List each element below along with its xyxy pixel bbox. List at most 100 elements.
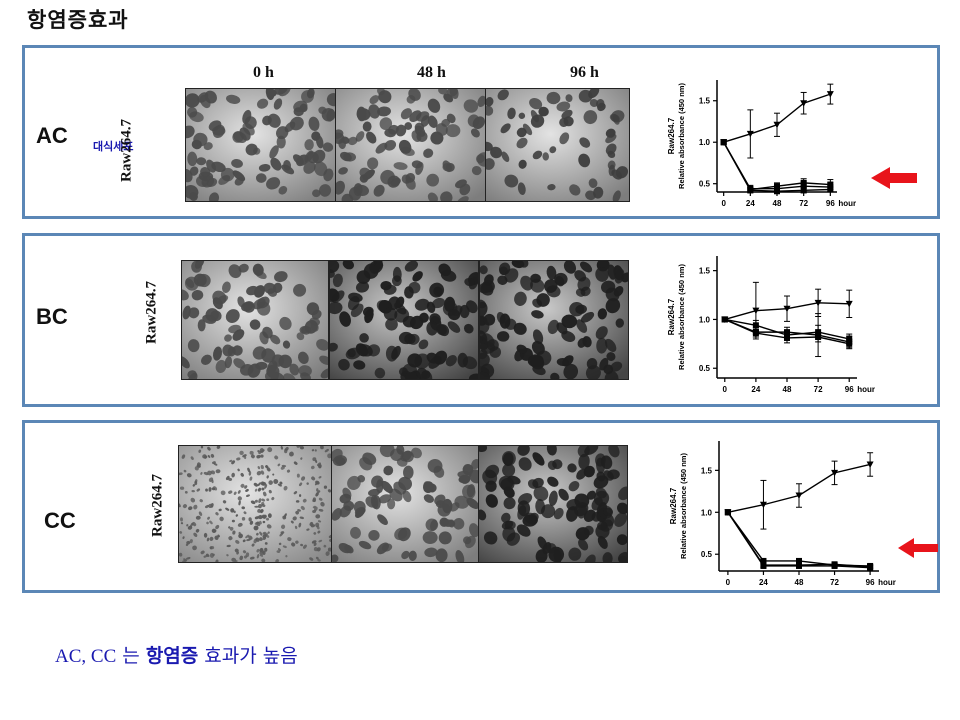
cell-type-note: 대식세포 xyxy=(93,140,134,153)
panel-label: BC xyxy=(36,304,68,329)
data-point xyxy=(783,305,791,313)
y-tick-label: 1.0 xyxy=(699,138,711,147)
cell-line-axis-label: Raw264.7 xyxy=(667,298,676,335)
chart-ac: 0.5 1.0 1.5 0 24 48 72 96 hour Relative absorbanc… xyxy=(655,72,865,214)
time-label-48h: 48 h xyxy=(417,64,446,81)
data-point xyxy=(867,564,874,571)
panel-cc: CC Raw264.7 0.5 1.0 1.5 0 24 48 72 96 hour Relati… xyxy=(22,420,940,593)
series-line xyxy=(727,511,871,567)
x-tick-label: 0 xyxy=(726,578,731,587)
data-point xyxy=(866,461,874,468)
x-tick-label: 96 xyxy=(826,199,835,208)
data-point xyxy=(759,501,767,509)
data-point xyxy=(845,300,853,308)
panel-ac: AC 대식세포 0 h 48 h 96 h Raw264.7 0.5 1.0 1.5… xyxy=(22,45,940,219)
data-point xyxy=(800,179,807,186)
data-point xyxy=(746,130,754,138)
data-point xyxy=(724,509,731,516)
data-point xyxy=(774,183,780,190)
data-point xyxy=(800,100,808,107)
time-label-0h: 0 h xyxy=(253,64,274,81)
cell-line-label: Raw264.7 xyxy=(149,474,166,537)
data-point xyxy=(774,188,780,195)
data-point xyxy=(784,329,790,336)
micrograph-0h xyxy=(185,88,336,202)
x-axis-label: hour xyxy=(878,578,896,587)
data-point xyxy=(831,469,839,477)
cell-line-axis-label: Raw264.7 xyxy=(667,117,676,154)
panel-label: AC xyxy=(36,123,68,148)
x-tick-label: 72 xyxy=(830,578,839,587)
x-tick-label: 0 xyxy=(723,385,728,394)
micrograph-96h xyxy=(478,445,628,563)
conclusion-highlight: 항염증 xyxy=(145,645,199,667)
data-point xyxy=(760,557,767,564)
red-arrow-icon xyxy=(898,538,938,562)
line-chart: 0.5 1.0 1.5 0 24 48 72 96 hour Relative absorbanc… xyxy=(667,256,875,394)
micrograph-48h xyxy=(329,260,479,380)
x-tick-label: 24 xyxy=(759,578,768,587)
y-tick-label: 1.5 xyxy=(699,97,711,106)
y-axis-label: Relative absorbance (450 nm) xyxy=(677,264,686,370)
data-point xyxy=(826,91,834,98)
y-tick-label: 0.5 xyxy=(699,364,711,373)
micrograph-0h xyxy=(181,260,329,380)
cell-line-axis-label: Raw264.7 xyxy=(669,487,678,524)
y-tick-label: 1.5 xyxy=(699,267,711,276)
y-tick-label: 1.5 xyxy=(701,466,713,475)
x-tick-label: 72 xyxy=(814,385,823,394)
data-point xyxy=(795,492,803,500)
conclusion-text: AC, CC 는 항염증 효과가 높음 xyxy=(55,641,298,668)
data-point xyxy=(796,557,802,564)
series-line xyxy=(723,141,831,190)
data-point xyxy=(773,121,781,129)
x-axis-label: hour xyxy=(857,385,875,394)
line-chart: 0.5 1.0 1.5 0 24 48 72 96 hour Relative absorbanc… xyxy=(667,80,856,208)
micrograph-96h xyxy=(485,88,630,202)
x-tick-label: 24 xyxy=(746,199,755,208)
y-tick-label: 0.5 xyxy=(699,180,711,189)
data-point xyxy=(752,307,760,315)
x-tick-label: 96 xyxy=(866,578,875,587)
red-arrow-icon xyxy=(871,167,917,193)
micrograph-0h xyxy=(178,445,332,563)
data-point xyxy=(827,181,834,188)
chart-cc: 0.5 1.0 1.5 0 24 48 72 96 hour Relative absorbanc… xyxy=(657,433,907,593)
x-tick-label: 48 xyxy=(783,385,792,394)
micrograph-96h xyxy=(479,260,629,380)
y-axis-label: Relative absorbance (450 nm) xyxy=(679,453,688,559)
panel-label: CC xyxy=(44,508,76,533)
micrograph-48h xyxy=(331,445,479,563)
data-point xyxy=(796,562,802,569)
data-point xyxy=(747,187,754,194)
data-point xyxy=(831,562,838,569)
y-tick-label: 0.5 xyxy=(701,550,713,559)
x-tick-label: 96 xyxy=(845,385,854,394)
x-tick-label: 48 xyxy=(773,199,782,208)
chart-bc: 0.5 1.0 1.5 0 24 48 72 96 hour Relative absorbanc… xyxy=(655,248,885,400)
data-point xyxy=(760,562,767,569)
time-label-96h: 96 h xyxy=(570,64,599,81)
cell-line-label: Raw264.7 xyxy=(143,281,160,344)
cell-line-label: Raw264.7 xyxy=(118,119,135,182)
y-tick-label: 1.0 xyxy=(699,315,711,324)
conclusion-samples: AC, CC xyxy=(55,646,117,667)
x-tick-label: 0 xyxy=(721,199,726,208)
x-tick-label: 72 xyxy=(799,199,808,208)
data-point xyxy=(752,322,759,329)
micrograph-48h xyxy=(335,88,486,202)
line-chart: 0.5 1.0 1.5 0 24 48 72 96 hour Relative absorbanc… xyxy=(669,441,896,587)
y-tick-label: 1.0 xyxy=(701,508,713,517)
data-point xyxy=(752,330,759,337)
data-point xyxy=(720,139,727,146)
data-point xyxy=(784,334,790,341)
data-point xyxy=(815,334,822,341)
x-axis-label: hour xyxy=(838,199,856,208)
conclusion-rest: 효과가 높음 xyxy=(198,645,298,667)
x-tick-label: 24 xyxy=(751,385,760,394)
page-title: 항염증효과 xyxy=(27,8,129,32)
panel-bc: BC Raw264.7 0.5 1.0 1.5 0 24 48 72 96 hour Relati… xyxy=(22,233,940,407)
data-point xyxy=(721,316,728,323)
y-axis-label: Relative absorbance (450 nm) xyxy=(677,83,686,189)
data-point xyxy=(814,299,822,307)
